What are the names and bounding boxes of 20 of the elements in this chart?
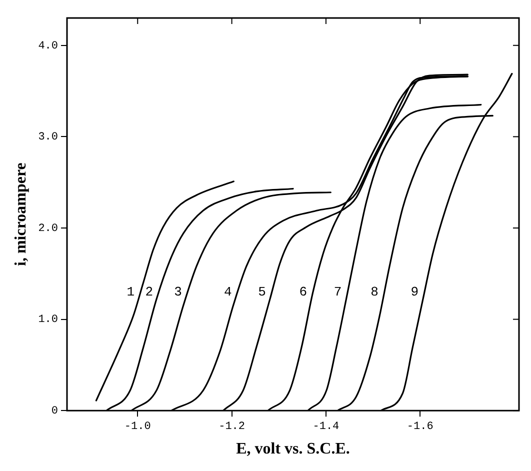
- x-tick-label: -1.4: [312, 421, 340, 434]
- series-label: 9: [410, 284, 419, 300]
- series-label: 8: [370, 284, 378, 300]
- x-tick-label: -1.0: [124, 421, 151, 434]
- series-label: 1: [126, 284, 135, 300]
- y-tick-label: 0: [51, 406, 58, 418]
- series-label: 2: [145, 284, 153, 300]
- y-axis-title: i, microampere: [12, 162, 30, 266]
- series-label: 3: [174, 284, 182, 300]
- x-tick-label: -1.2: [218, 421, 245, 434]
- x-tick-label: -1.6: [406, 421, 434, 434]
- y-tick-label: 2.0: [38, 222, 58, 235]
- series-label: 5: [258, 284, 266, 300]
- series-label: 7: [334, 284, 342, 300]
- y-tick-label: 4.0: [38, 40, 58, 52]
- y-tick-label: 3.0: [38, 132, 58, 144]
- series-label: 6: [299, 284, 308, 300]
- y-tick-label: 1.0: [38, 314, 58, 326]
- x-axis-title: E, volt vs. S.C.E.: [236, 440, 350, 458]
- series-label: 4: [224, 284, 232, 300]
